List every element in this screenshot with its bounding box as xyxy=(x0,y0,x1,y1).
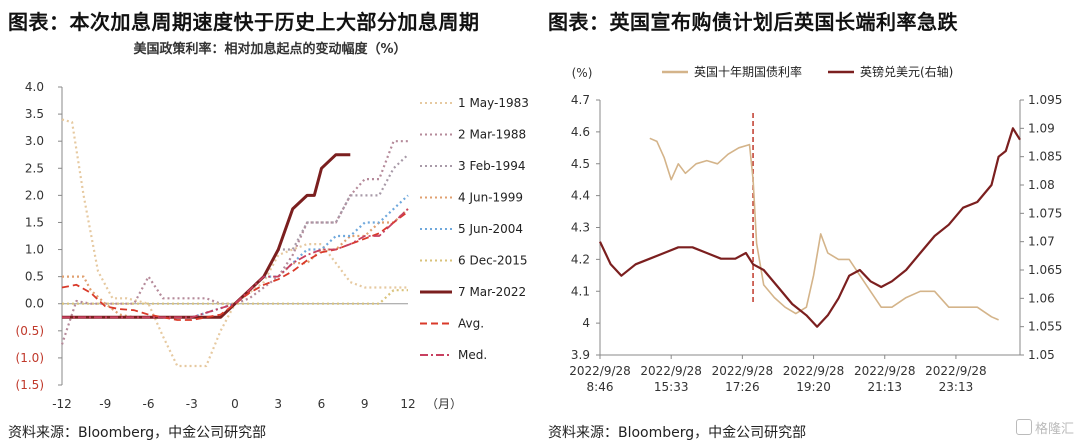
y-tick-label: 1.0 xyxy=(25,243,44,257)
right-y-tick-label: 1.095 xyxy=(1028,93,1062,107)
series-line-2 xyxy=(599,127,1021,328)
y-tick-label: 0.0 xyxy=(25,297,44,311)
left-y-unit-label: (%) xyxy=(572,66,593,80)
x-tick-time-label: 23:13 xyxy=(939,380,974,394)
x-tick-time-label: 15:33 xyxy=(654,380,689,394)
x-tick-label: -12 xyxy=(52,397,72,411)
watermark-logo-icon xyxy=(1015,419,1032,435)
x-tick-date-label: 2022/9/28 xyxy=(925,364,987,378)
left-y-tick-label: 4.4 xyxy=(571,189,590,203)
y-tick-label: 2.5 xyxy=(25,161,44,175)
y-tick-label: 3.5 xyxy=(25,107,44,121)
left-y-tick-label: 4.3 xyxy=(571,221,590,235)
x-tick-date-label: 2022/9/28 xyxy=(783,364,845,378)
right-y-tick-label: 1.09 xyxy=(1028,121,1055,135)
watermark: 格隆汇 xyxy=(1015,418,1074,437)
series-line-5 xyxy=(62,194,409,319)
legend-label-8: Avg. xyxy=(458,317,484,331)
x-tick-label: 12 xyxy=(400,397,415,411)
series-line-3 xyxy=(62,153,409,319)
left-y-tick-label: 4.2 xyxy=(571,252,590,266)
x-tick-date-label: 2022/9/28 xyxy=(712,364,774,378)
legend-label-2: 2 Mar-1988 xyxy=(458,128,526,142)
left-chart-title: 图表：本次加息周期速度快于历史上大部分加息周期 xyxy=(8,10,480,34)
legend-label-2: 英镑兑美元(右轴) xyxy=(860,64,953,79)
y-tick-label: 2.0 xyxy=(25,188,44,202)
right-y-tick-label: 1.07 xyxy=(1028,235,1055,249)
x-tick-date-label: 2022/9/28 xyxy=(569,364,631,378)
x-tick-time-label: 21:13 xyxy=(867,380,902,394)
right-panel: 图表：英国宣布购债计划后英国长端利率急跌 4.7 4.6 4.5 4.4 4.3 4.2 4… xyxy=(540,0,1080,447)
right-y-tick-label: 1.08 xyxy=(1028,178,1055,192)
left-source-note: 资料来源：Bloomberg，中金公司研究部 xyxy=(8,425,267,441)
left-y-tick-label: 4.6 xyxy=(571,125,590,139)
legend-label-7: 7 Mar-2022 xyxy=(458,285,526,299)
y-tick-label: 3.0 xyxy=(25,134,44,148)
legend-label-4: 4 Jun-1999 xyxy=(458,191,523,205)
right-y-tick-label: 1.085 xyxy=(1028,150,1062,164)
left-y-tick-label: 4 xyxy=(582,316,590,330)
x-tick-label: 3 xyxy=(274,397,282,411)
x-tick-time-label: 8:46 xyxy=(587,380,614,394)
x-tick-date-label: 2022/9/28 xyxy=(854,364,916,378)
watermark-text: 格隆汇 xyxy=(1034,422,1074,437)
series-line-4 xyxy=(62,208,409,319)
legend-label-6: 6 Dec-2015 xyxy=(458,254,528,268)
legend-label-1: 英国十年期国债利率 xyxy=(694,64,802,79)
x-tick-time-label: 17:26 xyxy=(725,380,760,394)
x-tick-label: -6 xyxy=(143,397,155,411)
right-y-tick-label: 1.065 xyxy=(1028,263,1062,277)
right-chart-title: 图表：英国宣布购债计划后英国长端利率急跌 xyxy=(548,10,958,34)
x-tick-date-label: 2022/9/28 xyxy=(640,364,702,378)
legend-label-1: 1 May-1983 xyxy=(458,96,529,110)
series-line-2 xyxy=(60,140,408,345)
x-tick-label: -9 xyxy=(99,397,111,411)
left-y-tick-label: 4.7 xyxy=(571,93,590,107)
right-source-note: 资料来源：Bloomberg，中金公司研究部 xyxy=(548,425,807,441)
left-y-tick-label: 4.1 xyxy=(571,284,590,298)
x-tick-label: 6 xyxy=(318,397,326,411)
series-line-9 xyxy=(62,208,409,319)
right-y-tick-label: 1.055 xyxy=(1028,320,1062,334)
y-tick-label: 4.0 xyxy=(25,80,44,94)
y-tick-label: 1.5 xyxy=(25,215,44,229)
right-y-tick-label: 1.05 xyxy=(1028,348,1055,362)
x-axis-unit-label: （月） xyxy=(426,397,462,411)
x-tick-label: 0 xyxy=(231,397,239,411)
left-y-tick-label: 4.5 xyxy=(571,157,590,171)
y-tick-label: 0.5 xyxy=(25,270,44,284)
series-line-1 xyxy=(649,137,999,321)
series-line-7 xyxy=(62,153,351,319)
x-tick-label: 9 xyxy=(361,397,369,411)
y-tick-label: (1.5) xyxy=(16,378,44,392)
left-panel: 图表：本次加息周期速度快于历史上大部分加息周期 美国政策利率：相对加息起点的变动… xyxy=(8,10,529,441)
left-chart: 4.0 3.5 3.0 2.5 2.0 1.5 1.0 0.5 0.0 (0.5) (1.0) (1.… xyxy=(16,80,529,411)
legend-label-3: 3 Feb-1994 xyxy=(458,159,526,173)
series-line-6 xyxy=(62,289,408,305)
right-y-tick-label: 1.06 xyxy=(1028,291,1055,305)
y-tick-label: (1.0) xyxy=(16,351,44,365)
right-y-tick-label: 1.075 xyxy=(1028,206,1062,220)
right-chart: 4.7 4.6 4.5 4.4 4.3 4.2 4.1 4 3.9 (%) 1.095 1.09 1.0… xyxy=(569,64,1062,394)
x-tick-time-label: 19:20 xyxy=(796,380,831,394)
legend-label-5: 5 Jun-2004 xyxy=(458,222,523,236)
left-y-tick-label: 3.9 xyxy=(571,348,590,362)
x-tick-label: -3 xyxy=(186,397,198,411)
left-chart-subtitle: 美国政策利率：相对加息起点的变动幅度（%） xyxy=(133,42,407,57)
legend-label-9: Med. xyxy=(458,348,487,362)
y-tick-label: (0.5) xyxy=(16,324,44,338)
